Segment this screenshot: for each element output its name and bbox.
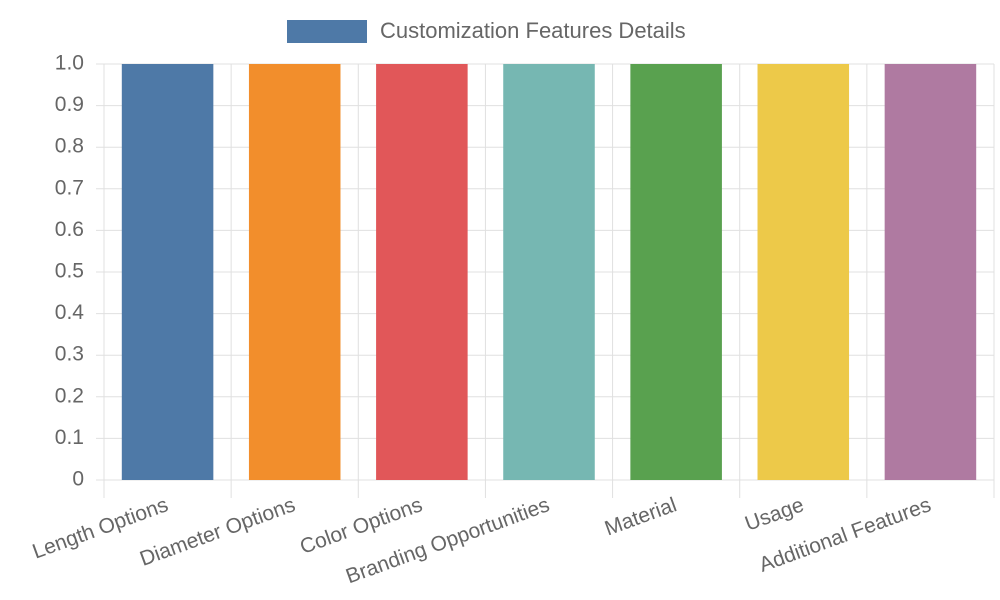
y-tick-label: 0.9 [55, 93, 84, 116]
y-tick-label: 0 [72, 468, 84, 491]
legend-label: Customization Features Details [380, 18, 686, 43]
bar [121, 64, 214, 480]
y-tick-label: 0.2 [55, 384, 84, 407]
y-tick-label: 0.1 [55, 426, 84, 449]
y-tick-label: 0.8 [55, 135, 84, 158]
y-tick-label: 0.4 [55, 301, 85, 324]
y-tick-label: 0.5 [55, 260, 84, 283]
bar [757, 64, 850, 480]
bar [884, 64, 977, 480]
y-tick-label: 0.6 [55, 218, 84, 241]
bar [248, 64, 341, 480]
y-tick-label: 0.3 [55, 343, 84, 366]
x-tick-label: Branding Opportunities [343, 493, 553, 588]
x-tick-label: Usage [742, 493, 807, 535]
y-tick-label: 1.0 [55, 52, 84, 75]
bar [503, 64, 595, 480]
legend-swatch [287, 20, 367, 43]
bar [630, 64, 722, 480]
x-tick-label: Material [602, 493, 680, 540]
y-tick-label: 0.7 [55, 176, 84, 199]
bar [376, 64, 468, 480]
